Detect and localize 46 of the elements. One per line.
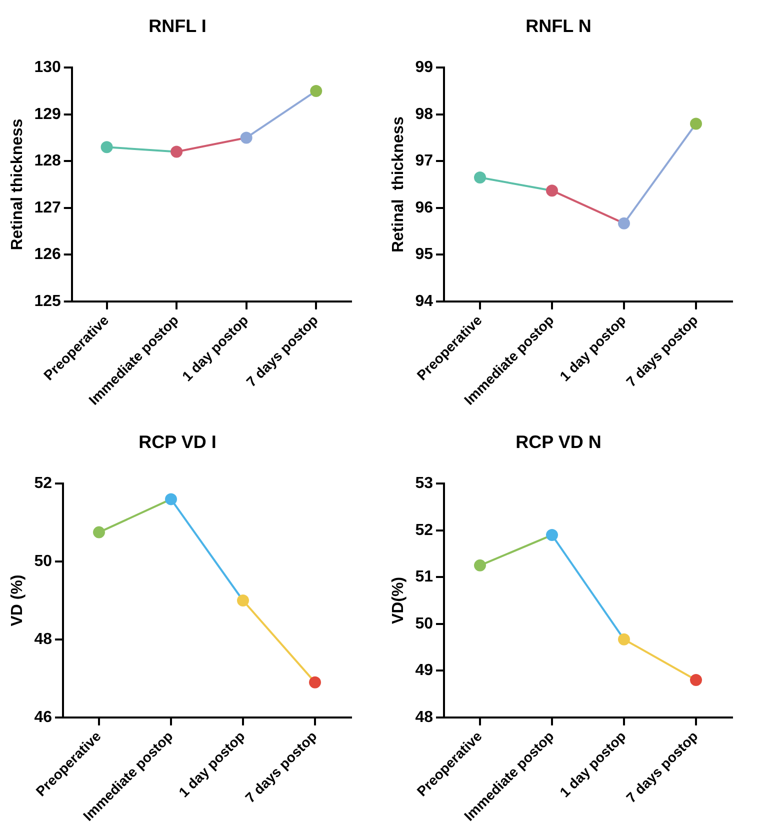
y-tick-label: 128	[34, 152, 61, 170]
point	[618, 217, 630, 230]
point	[474, 559, 486, 572]
y-tick-label: 48	[415, 708, 434, 726]
y-tick-label: 126	[34, 246, 61, 264]
y-tick-label: 52	[415, 522, 434, 539]
y-tick-label: 46	[34, 708, 52, 726]
point	[690, 118, 702, 130]
y-tick-label: 98	[415, 106, 434, 123]
point	[93, 526, 105, 538]
point	[237, 594, 249, 607]
point	[240, 132, 252, 144]
point	[165, 493, 177, 506]
y-axis-title: Retinal thickness	[9, 118, 26, 250]
y-tick-label: 96	[415, 199, 434, 216]
y-tick-label: 94	[415, 292, 434, 310]
point	[310, 84, 322, 97]
point	[100, 141, 113, 154]
y-axis-title: VD (%)	[9, 574, 26, 626]
y-tick-label: 50	[415, 615, 434, 632]
chart-title: RCP VD I	[138, 432, 216, 452]
y-tick-label: 129	[34, 106, 61, 123]
chart-title: RNFL I	[148, 16, 206, 36]
point	[690, 674, 702, 686]
point	[309, 676, 321, 688]
point	[618, 633, 630, 646]
point	[546, 184, 558, 197]
y-tick-label: 97	[415, 152, 434, 170]
y-tick-label: 49	[415, 662, 434, 680]
point	[170, 146, 183, 158]
y-tick-label: 125	[34, 292, 61, 310]
y-tick-label: 50	[34, 552, 52, 570]
y-tick-label: 48	[34, 630, 52, 648]
point	[474, 171, 486, 184]
y-tick-label: 53	[415, 475, 434, 492]
chart-title: RCP VD N	[516, 432, 602, 452]
y-tick-label: 130	[34, 59, 61, 76]
chart-title: RNFL N	[526, 16, 592, 36]
y-tick-label: 52	[34, 475, 52, 492]
y-axis-title: Retinal thickness	[390, 116, 408, 253]
y-tick-label: 51	[415, 568, 434, 586]
y-axis-title: VD(%)	[390, 576, 408, 624]
y-tick-label: 95	[415, 246, 434, 264]
y-tick-label: 99	[415, 59, 434, 76]
point	[546, 529, 558, 542]
y-tick-label: 127	[34, 199, 61, 216]
